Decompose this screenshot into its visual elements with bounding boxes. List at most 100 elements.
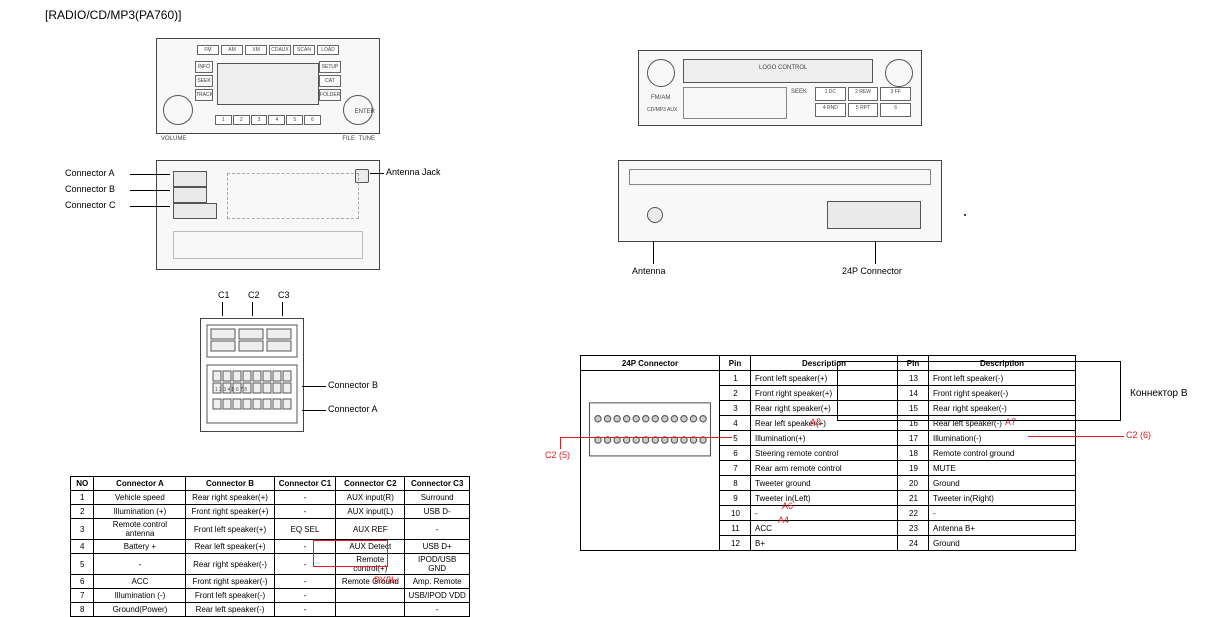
lt-cell: 8	[71, 603, 94, 617]
rt-cell: 12	[720, 536, 751, 551]
lt-cell: Vehicle speed	[94, 491, 186, 505]
lt-cell: Remote control(+)	[336, 554, 405, 575]
lt-cell: -	[405, 603, 470, 617]
lf-right-2: FOLDER	[319, 89, 341, 101]
right-radio-back	[618, 160, 942, 242]
cdaux-label: CD/MP3 AUX	[647, 107, 677, 113]
lt-cell: Front left speaker(-)	[186, 589, 274, 603]
lt-cell: -	[274, 540, 336, 554]
lt-cell: AUX REF	[336, 519, 405, 540]
rt-header: 24P Connector	[581, 356, 720, 371]
lf-preset-btn-1: 2	[233, 115, 250, 125]
rt-cell: -	[751, 506, 898, 521]
rt-cell: Tweeter ground	[751, 476, 898, 491]
lt-cell: Ground(Power)	[94, 603, 186, 617]
left-radio-front: FMAMXMCDAUXSCANLOAD INFOSEEKTRACK SETUPC…	[156, 38, 380, 134]
rt-cell: 1	[720, 371, 751, 386]
antenna-jack	[647, 207, 663, 223]
lf-preset-btn-4: 5	[286, 115, 303, 125]
rt-cell: -	[929, 506, 1076, 521]
rt-cell: 7	[720, 461, 751, 476]
c2-label: C2	[248, 290, 260, 300]
rt-cell: Front left speaker(-)	[929, 371, 1076, 386]
rt-cell: 18	[898, 446, 929, 461]
rt-cell: 20	[898, 476, 929, 491]
lf-preset-btn-2: 3	[251, 115, 268, 125]
rt-cell: 10	[720, 506, 751, 521]
left-radio-back	[156, 160, 380, 270]
lf-top-btn-1: AM	[221, 45, 243, 55]
rt-cell: Steering remote control	[751, 446, 898, 461]
lt-header: Connector C1	[274, 477, 336, 491]
lt-cell: AUX input(R)	[336, 491, 405, 505]
conn-a-label: Connector A	[65, 168, 115, 178]
rt-cell: Rear right speaker(-)	[929, 401, 1076, 416]
lt-header: NO	[71, 477, 94, 491]
antenna-label: Antenna Jack	[386, 167, 441, 177]
lt-cell: ACC	[94, 575, 186, 589]
rt-cell: 16	[898, 416, 929, 431]
lt-cell: -	[405, 519, 470, 540]
rt-cell: Ground	[929, 536, 1076, 551]
rt-cell: Illumination(+)	[751, 431, 898, 446]
annot-a2: A2	[810, 417, 821, 427]
tune-label: TUNE	[359, 136, 375, 142]
rt-cell: 19	[898, 461, 929, 476]
lt-cell: Rear right speaker(+)	[186, 491, 274, 505]
lt-cell: Front left speaker(+)	[186, 519, 274, 540]
rt-cell: Front right speaker(-)	[929, 386, 1076, 401]
rt-cell: MUTE	[929, 461, 1076, 476]
annot-c2-right: C2 (6)	[1126, 430, 1151, 440]
lt-cell: EQ SEL	[274, 519, 336, 540]
rt-cell: Ground	[929, 476, 1076, 491]
seek-label: SEEK	[791, 89, 807, 95]
lt-cell: Rear left speaker(-)	[186, 603, 274, 617]
lt-cell: Front right speaker(-)	[186, 575, 274, 589]
lf-right-0: SETUP	[319, 61, 341, 73]
rf-row2-btn-2: 6	[880, 103, 911, 117]
rt-cell: 13	[898, 371, 929, 386]
lt-cell: Rear right speaker(-)	[186, 554, 274, 575]
lt-cell: -	[274, 491, 336, 505]
rf-row2-btn-0: 4 RND	[815, 103, 846, 117]
rt-header: Description	[929, 356, 1076, 371]
lf-right-1: CAT	[319, 75, 341, 87]
conn-a-port	[173, 171, 207, 187]
conn-b-detail-label: Connector B	[328, 380, 378, 390]
rt-24p-diagram	[581, 371, 720, 551]
lt-cell: AUX Detect	[336, 540, 405, 554]
lt-cell: -	[274, 505, 336, 519]
conn-a-detail-label: Connector A	[328, 404, 378, 414]
conn-c-label: Connector C	[65, 200, 116, 210]
lt-cell: -	[94, 554, 186, 575]
conn-b-label: Connector B	[65, 184, 115, 194]
lt-cell: Amp. Remote	[405, 575, 470, 589]
rt-cell: Illumination(-)	[929, 431, 1076, 446]
rt-cell: Tweeter in(Right)	[929, 491, 1076, 506]
lt-cell: USB/IPOD VDD	[405, 589, 470, 603]
lt-cell	[336, 589, 405, 603]
lt-cell: 2	[71, 505, 94, 519]
rt-cell: 9	[720, 491, 751, 506]
rf-row1-btn-0: 1 DC	[815, 87, 846, 101]
page-title: [RADIO/CD/MP3(PA760)]	[45, 8, 181, 22]
lf-left-1: SEEK	[195, 75, 213, 87]
lt-cell: IPOD/USB GND	[405, 554, 470, 575]
lt-header: Connector C3	[405, 477, 470, 491]
lt-cell: Battery +	[94, 540, 186, 554]
lt-cell: Front right speaker(+)	[186, 505, 274, 519]
rt-cell: 3	[720, 401, 751, 416]
lt-cell: 4	[71, 540, 94, 554]
lt-cell	[336, 603, 405, 617]
right-radio-front: LOGO CONTROL FM/AM CD/MP3 AUX SEEK 1 DC2…	[638, 50, 922, 126]
lt-cell: -	[274, 589, 336, 603]
lt-cell: AUX input(L)	[336, 505, 405, 519]
right-pinout-table: 24P ConnectorPinDescriptionPinDescriptio…	[580, 355, 1116, 551]
rt-cell: 4	[720, 416, 751, 431]
rt-header: Description	[751, 356, 898, 371]
rt-cell: Rear left speaker(-)	[929, 416, 1076, 431]
lt-cell: Surround	[405, 491, 470, 505]
lf-top-btn-5: LOAD	[317, 45, 339, 55]
rt-cell: Remote control ground	[929, 446, 1076, 461]
rf-row1-btn-2: 3 FF	[880, 87, 911, 101]
